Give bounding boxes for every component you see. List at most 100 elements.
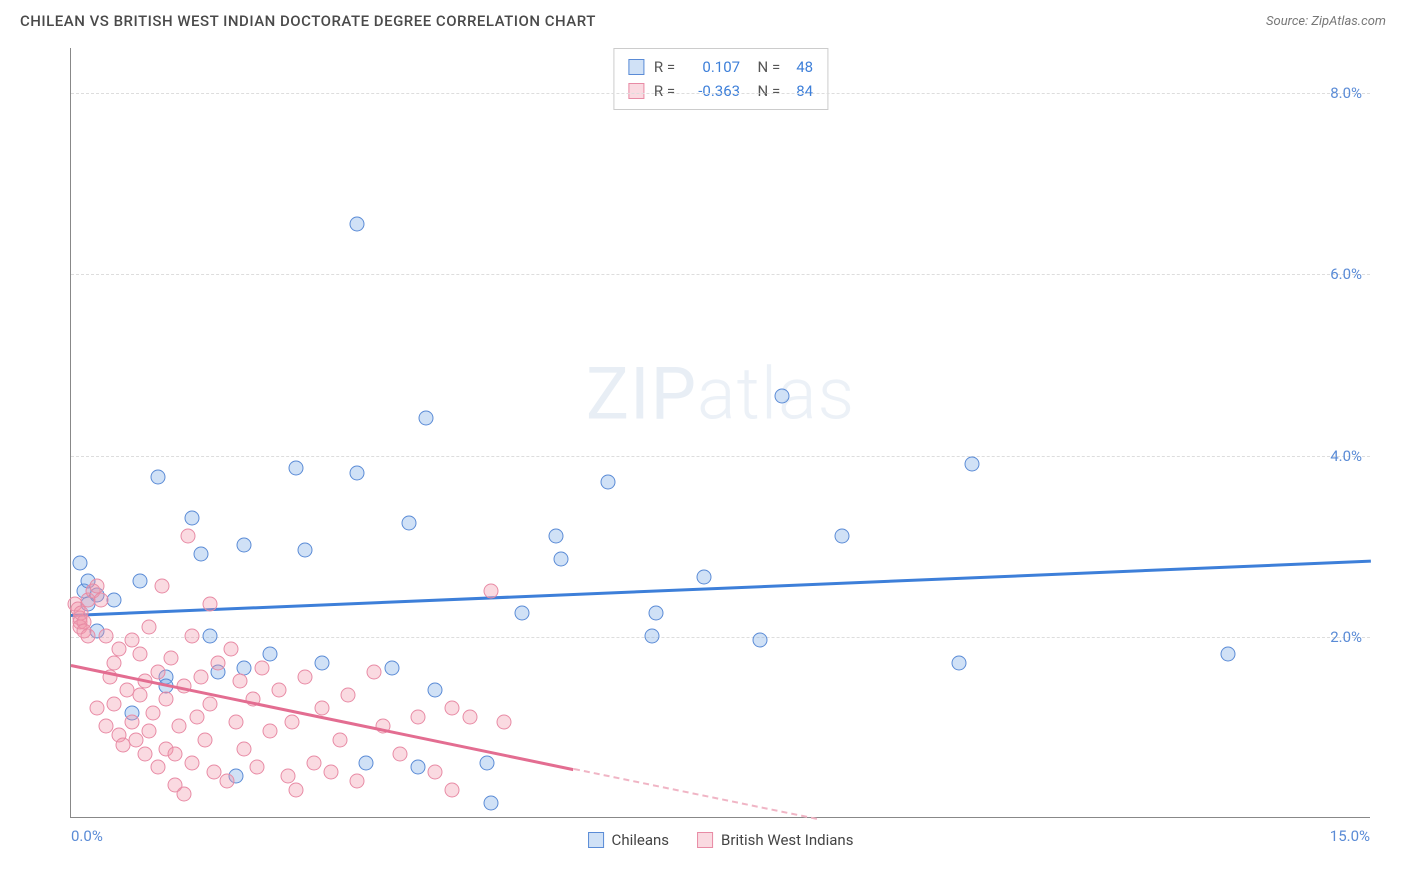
source-attribution: Source: ZipAtlas.com bbox=[1266, 14, 1386, 29]
data-point bbox=[194, 547, 209, 562]
grid-line bbox=[71, 456, 1370, 457]
data-point bbox=[98, 628, 113, 643]
data-point bbox=[107, 656, 122, 671]
data-point bbox=[285, 714, 300, 729]
legend-swatch-blue bbox=[588, 832, 604, 848]
r-label: R = bbox=[654, 79, 675, 103]
r-value-bwi: -0.363 bbox=[685, 79, 740, 103]
data-point bbox=[774, 388, 789, 403]
data-point bbox=[189, 710, 204, 725]
data-point bbox=[211, 656, 226, 671]
data-point bbox=[484, 583, 499, 598]
data-point bbox=[350, 216, 365, 231]
data-point bbox=[553, 551, 568, 566]
data-point bbox=[194, 669, 209, 684]
trend-line bbox=[71, 560, 1371, 617]
data-point bbox=[185, 628, 200, 643]
n-value-chileans: 48 bbox=[796, 55, 813, 79]
chart-legend: Chileans British West Indians bbox=[588, 831, 854, 849]
data-point bbox=[150, 470, 165, 485]
legend-label-chileans: Chileans bbox=[612, 831, 669, 849]
y-tick-label: 6.0% bbox=[1330, 265, 1362, 283]
data-point bbox=[480, 755, 495, 770]
data-point bbox=[133, 574, 148, 589]
data-point bbox=[965, 456, 980, 471]
data-point bbox=[150, 665, 165, 680]
data-point bbox=[601, 474, 616, 489]
data-point bbox=[263, 646, 278, 661]
data-point bbox=[402, 515, 417, 530]
data-point bbox=[1221, 646, 1236, 661]
data-point bbox=[289, 782, 304, 797]
data-point bbox=[133, 687, 148, 702]
data-point bbox=[220, 773, 235, 788]
grid-line bbox=[71, 274, 1370, 275]
data-point bbox=[155, 579, 170, 594]
data-point bbox=[410, 760, 425, 775]
data-point bbox=[341, 687, 356, 702]
data-point bbox=[298, 542, 313, 557]
data-point bbox=[107, 592, 122, 607]
stats-row-chileans: R = 0.107 N = 48 bbox=[628, 55, 813, 79]
data-point bbox=[696, 569, 711, 584]
data-point bbox=[150, 760, 165, 775]
data-point bbox=[324, 764, 339, 779]
data-point bbox=[124, 633, 139, 648]
data-point bbox=[129, 733, 144, 748]
data-point bbox=[289, 461, 304, 476]
data-point bbox=[159, 692, 174, 707]
data-point bbox=[237, 742, 252, 757]
data-point bbox=[254, 660, 269, 675]
swatch-pink bbox=[628, 83, 644, 99]
r-label: R = bbox=[654, 55, 675, 79]
stats-row-bwi: R = -0.363 N = 84 bbox=[628, 79, 813, 103]
data-point bbox=[233, 674, 248, 689]
trend-line-extrapolated bbox=[573, 768, 816, 820]
data-point bbox=[350, 465, 365, 480]
data-point bbox=[202, 597, 217, 612]
data-point bbox=[94, 592, 109, 607]
watermark: ZIPatlas bbox=[586, 352, 855, 437]
data-point bbox=[419, 411, 434, 426]
data-point bbox=[445, 701, 460, 716]
data-point bbox=[90, 701, 105, 716]
data-point bbox=[185, 511, 200, 526]
data-point bbox=[445, 782, 460, 797]
data-point bbox=[753, 633, 768, 648]
y-tick-label: 4.0% bbox=[1330, 447, 1362, 465]
data-point bbox=[272, 683, 287, 698]
legend-label-bwi: British West Indians bbox=[721, 831, 853, 849]
x-tick-min: 0.0% bbox=[71, 827, 103, 845]
legend-swatch-pink bbox=[697, 832, 713, 848]
n-label: N = bbox=[750, 55, 780, 79]
data-point bbox=[181, 529, 196, 544]
data-point bbox=[237, 538, 252, 553]
correlation-stats-box: R = 0.107 N = 48 R = -0.363 N = 84 bbox=[613, 48, 828, 110]
data-point bbox=[228, 714, 243, 729]
data-point bbox=[176, 787, 191, 802]
legend-item-chileans: Chileans bbox=[588, 831, 669, 849]
data-point bbox=[332, 733, 347, 748]
data-point bbox=[111, 642, 126, 657]
data-point bbox=[250, 760, 265, 775]
data-point bbox=[133, 646, 148, 661]
data-point bbox=[393, 746, 408, 761]
data-point bbox=[137, 746, 152, 761]
data-point bbox=[367, 665, 382, 680]
scatter-plot: ZIPatlas R = 0.107 N = 48 R = -0.363 N =… bbox=[70, 48, 1370, 818]
data-point bbox=[358, 755, 373, 770]
data-point bbox=[835, 529, 850, 544]
y-tick-label: 2.0% bbox=[1330, 628, 1362, 646]
data-point bbox=[315, 656, 330, 671]
data-point bbox=[306, 755, 321, 770]
swatch-blue bbox=[628, 59, 644, 75]
grid-line bbox=[71, 637, 1370, 638]
data-point bbox=[410, 710, 425, 725]
x-tick-max: 15.0% bbox=[1330, 827, 1370, 845]
data-point bbox=[172, 719, 187, 734]
data-point bbox=[649, 606, 664, 621]
data-point bbox=[185, 755, 200, 770]
data-point bbox=[484, 796, 499, 811]
data-point bbox=[107, 696, 122, 711]
data-point bbox=[263, 723, 278, 738]
